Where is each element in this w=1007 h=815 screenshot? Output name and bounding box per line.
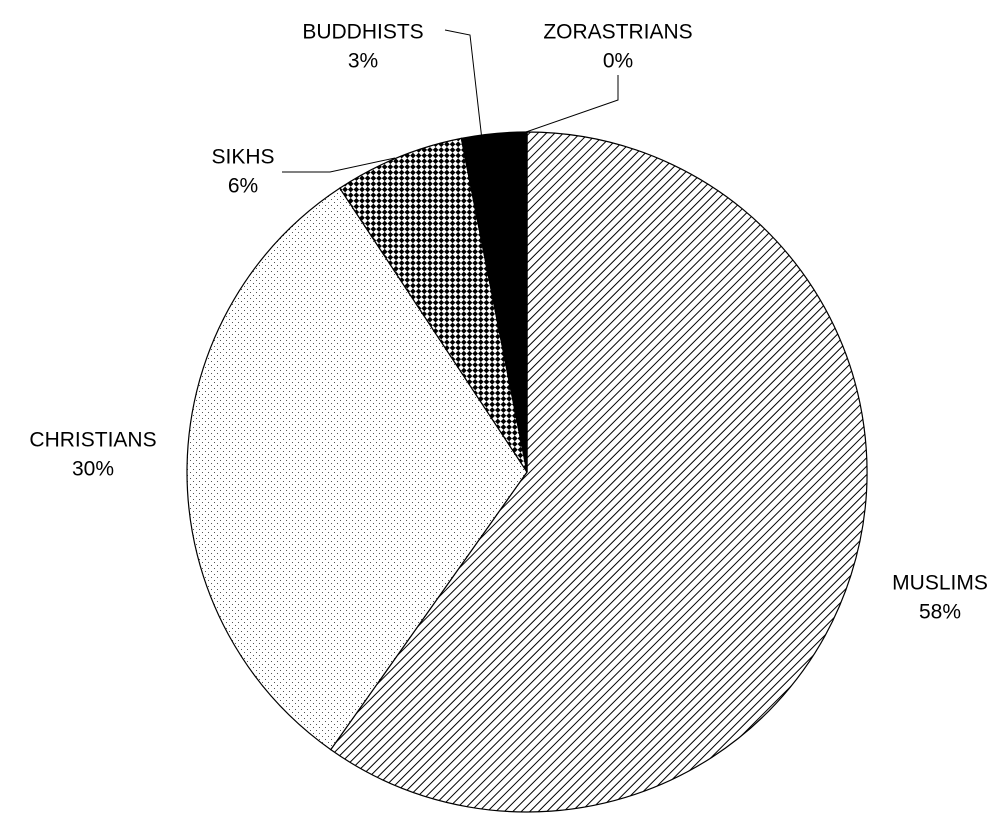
slice [338,137,528,473]
labels: MUSLIMS 58% CHRISTIANS 30% SIKHS 6% BUDDHISTS 3… [29,21,987,624]
value-label: 30% [72,458,114,481]
category-label: ZORASTRIANS [543,21,692,44]
pie [186,131,868,813]
leader-line [444,29,483,141]
slice [329,131,868,813]
category-label: CHRISTIANS [29,429,156,452]
value-label: 58% [919,601,961,624]
value-label: 0% [603,50,633,73]
leader-line [525,75,619,133]
slice [186,187,528,751]
value-label: 6% [228,175,258,198]
category-label: BUDDHISTS [302,21,423,44]
value-label: 3% [348,50,378,73]
category-label: SIKHS [211,146,274,169]
category-label: MUSLIMS [892,572,988,595]
leader-line [282,157,396,173]
